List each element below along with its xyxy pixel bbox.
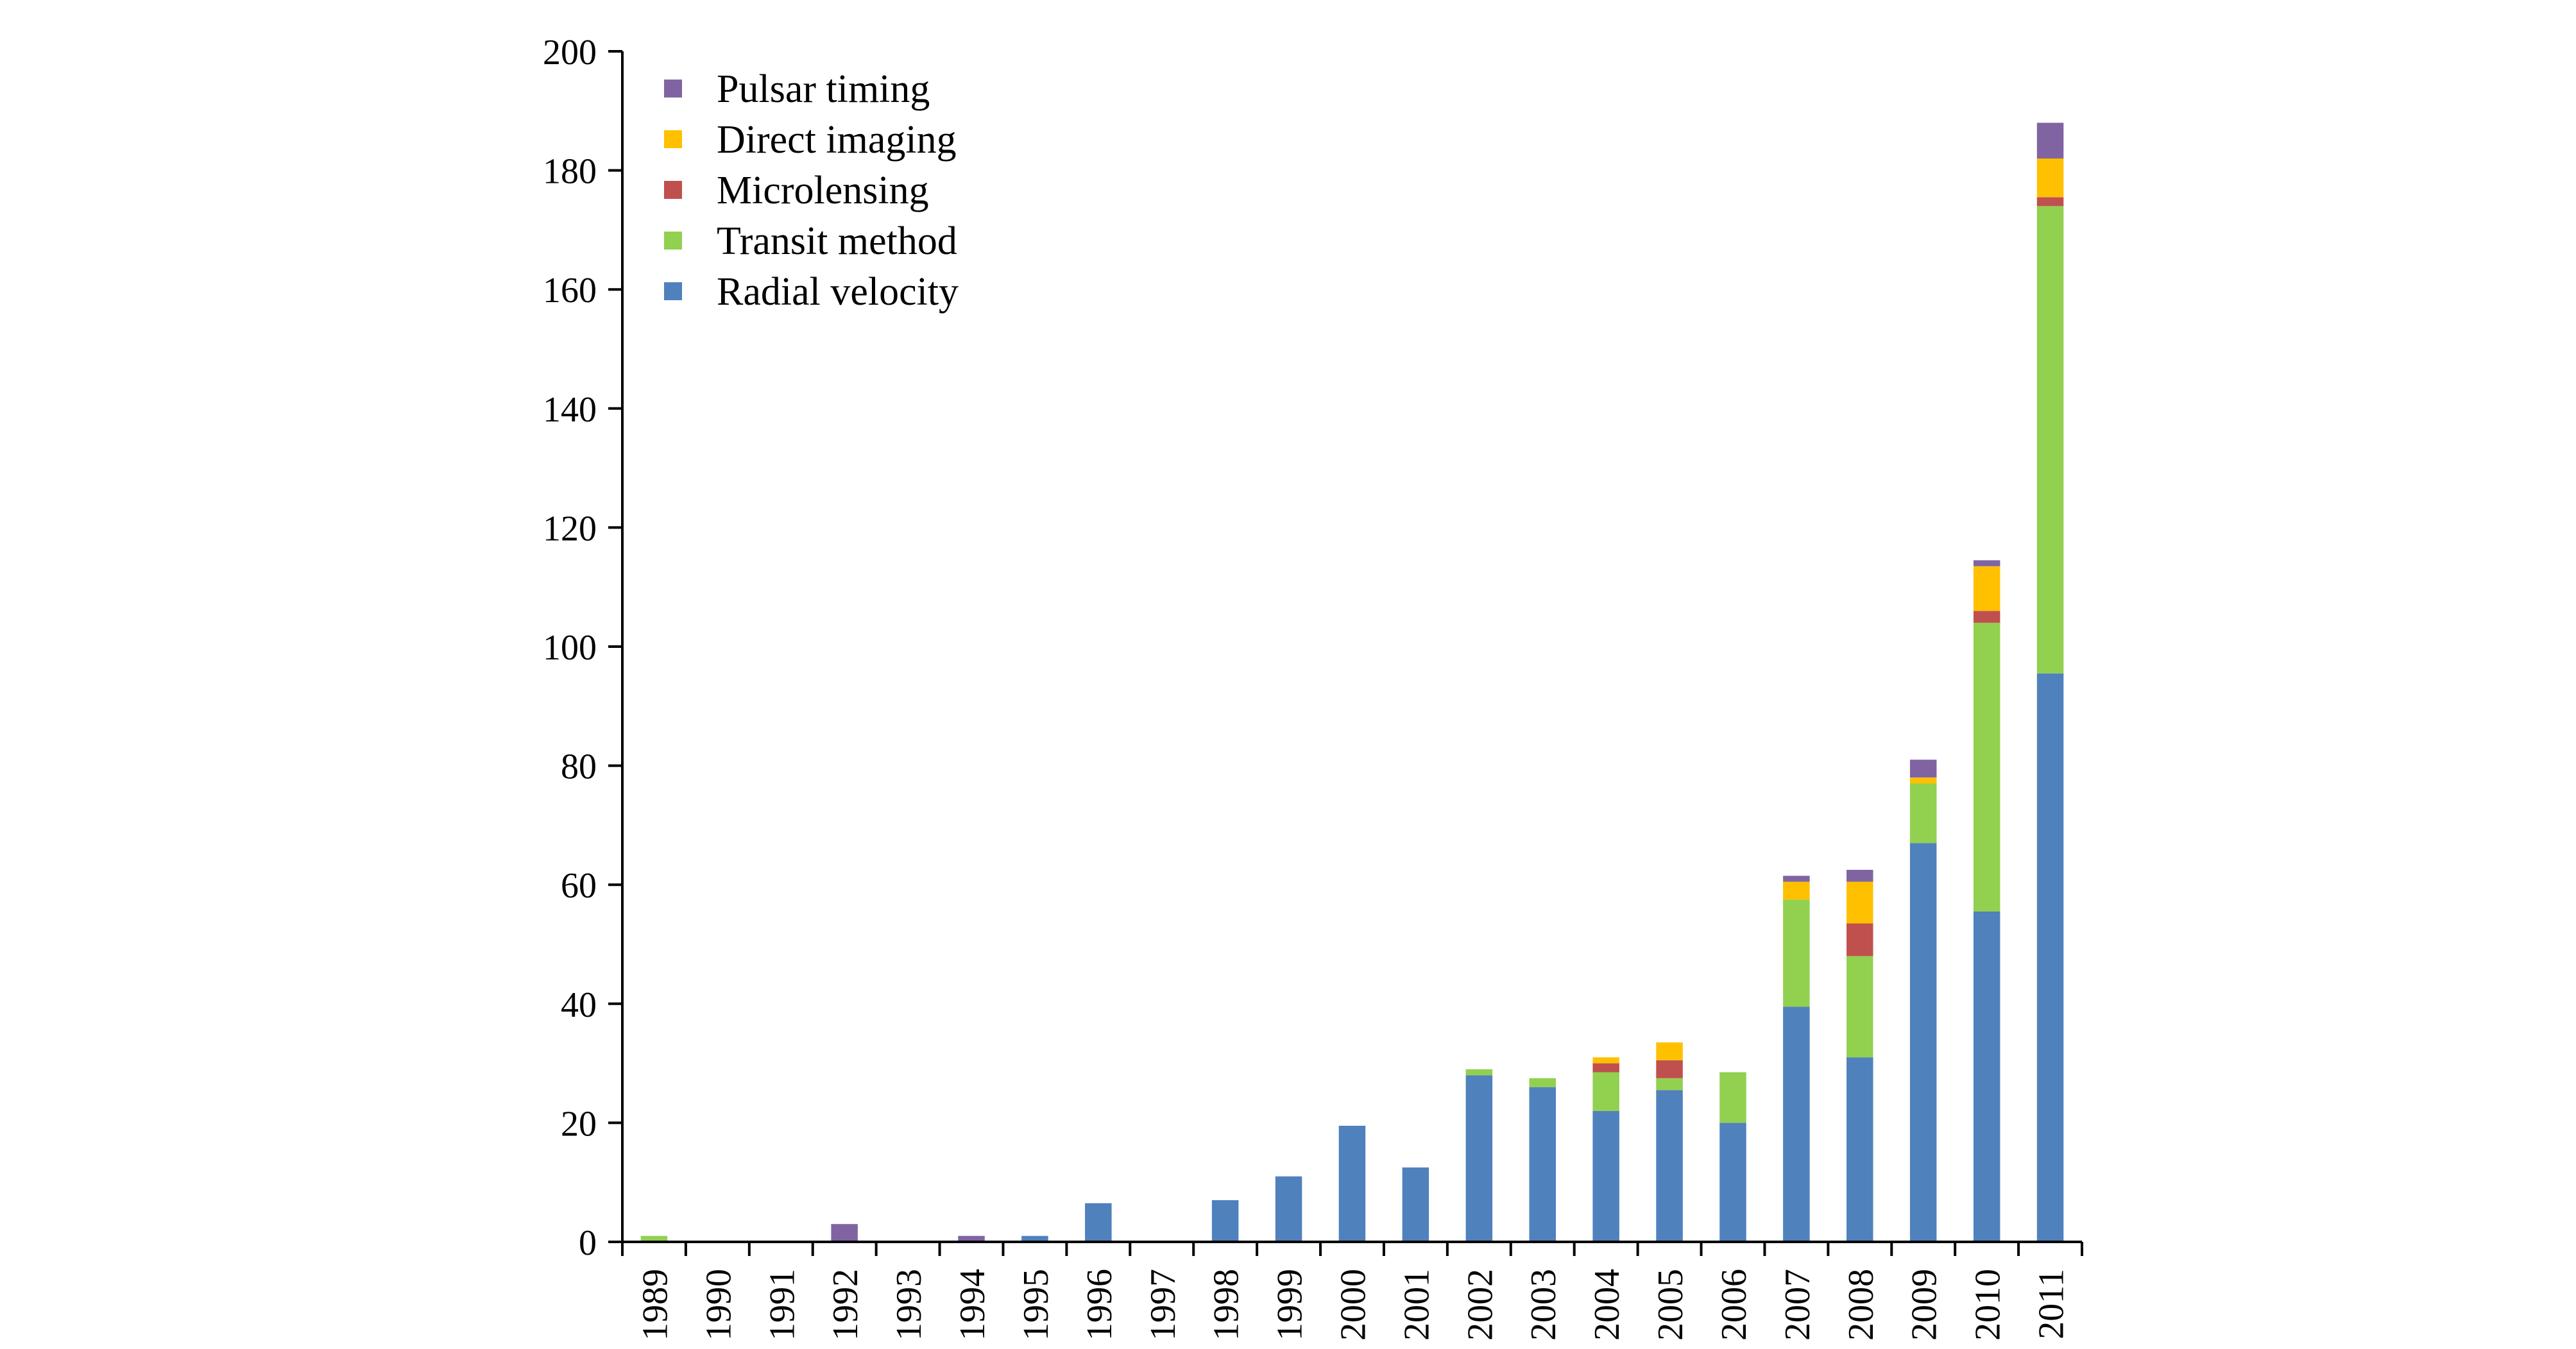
bar-2011-pulsar-timing bbox=[2036, 123, 2064, 159]
bar-2009-transit-method bbox=[1909, 783, 1937, 844]
bar-2009-direct-imaging bbox=[1909, 777, 1937, 784]
x-tick-label-1995: 1995 bbox=[1016, 1269, 1056, 1341]
legend-swatch-microlensing bbox=[664, 181, 682, 199]
y-tick-label: 60 bbox=[561, 866, 597, 906]
bar-2008-pulsar-timing bbox=[1847, 870, 1873, 882]
bar-2011-radial-velocity bbox=[2036, 673, 2064, 1242]
x-tick-label-1991: 1991 bbox=[762, 1269, 802, 1341]
x-tick-label-2002: 2002 bbox=[1460, 1269, 1500, 1341]
bar-2011-direct-imaging bbox=[2036, 158, 2064, 198]
legend-swatch-pulsar-timing bbox=[664, 80, 682, 98]
bar-2010-radial-velocity bbox=[1973, 912, 2000, 1242]
x-tick-label-2003: 2003 bbox=[1524, 1269, 1564, 1341]
x-tick-label-1998: 1998 bbox=[1207, 1269, 1247, 1341]
bar-2009-radial-velocity bbox=[1909, 843, 1937, 1242]
bar-2007-direct-imaging bbox=[1783, 881, 1810, 900]
legend-label-radial-velocity: Radial velocity bbox=[717, 270, 959, 314]
x-tick-label-2000: 2000 bbox=[1334, 1269, 1374, 1341]
legend-label-microlensing: Microlensing bbox=[717, 169, 929, 212]
y-tick-label: 100 bbox=[543, 628, 597, 668]
bar-2000-radial-velocity bbox=[1338, 1126, 1366, 1242]
legend-label-direct-imaging: Direct imaging bbox=[717, 118, 957, 162]
legend-label-pulsar-timing: Pulsar timing bbox=[717, 67, 930, 111]
x-tick-label-1990: 1990 bbox=[699, 1269, 738, 1341]
bar-2003-transit-method bbox=[1529, 1078, 1556, 1087]
bar-2003-radial-velocity bbox=[1529, 1087, 1556, 1242]
bar-1995-radial-velocity bbox=[1021, 1235, 1048, 1242]
bar-2011-transit-method bbox=[2036, 206, 2064, 674]
bar-2010-microlensing bbox=[1973, 611, 2000, 623]
y-tick-label: 140 bbox=[543, 390, 597, 430]
x-tick-label-2006: 2006 bbox=[1714, 1269, 1754, 1341]
bar-2008-transit-method bbox=[1847, 956, 1873, 1058]
x-tick-label-1993: 1993 bbox=[889, 1269, 929, 1341]
bar-2002-transit-method bbox=[1465, 1069, 1493, 1076]
x-tick-label-2009: 2009 bbox=[1905, 1269, 1945, 1341]
legend-swatch-radial-velocity bbox=[664, 282, 682, 300]
bar-2005-direct-imaging bbox=[1656, 1042, 1683, 1060]
bar-2010-pulsar-timing bbox=[1973, 560, 2000, 566]
bar-2002-radial-velocity bbox=[1465, 1075, 1493, 1242]
bar-2007-pulsar-timing bbox=[1783, 876, 1810, 882]
bar-1998-radial-velocity bbox=[1211, 1200, 1239, 1242]
y-tick-label: 180 bbox=[543, 152, 597, 192]
bar-2004-direct-imaging bbox=[1592, 1057, 1619, 1064]
bars-layer bbox=[640, 123, 2064, 1242]
legend-label-transit-method: Transit method bbox=[717, 219, 957, 263]
y-tick-label: 80 bbox=[561, 747, 597, 787]
bar-2009-pulsar-timing bbox=[1909, 759, 1937, 778]
bar-2005-radial-velocity bbox=[1656, 1090, 1683, 1242]
x-tick-label-2004: 2004 bbox=[1587, 1269, 1627, 1341]
x-tick-label-1996: 1996 bbox=[1080, 1269, 1120, 1341]
bar-1996-radial-velocity bbox=[1085, 1203, 1112, 1242]
x-tick-label-1994: 1994 bbox=[953, 1269, 993, 1341]
x-tick-label-1997: 1997 bbox=[1143, 1269, 1183, 1341]
bar-2007-transit-method bbox=[1783, 899, 1810, 1007]
bar-1992-pulsar-timing bbox=[831, 1224, 858, 1242]
x-tick-label-2011: 2011 bbox=[2032, 1269, 2072, 1339]
bar-2006-radial-velocity bbox=[1719, 1123, 1746, 1242]
x-tick-label-2005: 2005 bbox=[1651, 1269, 1691, 1341]
y-tick-label: 20 bbox=[561, 1104, 597, 1144]
x-tick-label-1989: 1989 bbox=[636, 1269, 676, 1341]
bar-2010-transit-method bbox=[1973, 622, 2000, 912]
bar-2011-microlensing bbox=[2036, 197, 2064, 207]
x-tick-label-1999: 1999 bbox=[1270, 1269, 1310, 1341]
bar-1994-pulsar-timing bbox=[958, 1235, 985, 1242]
bar-1999-radial-velocity bbox=[1275, 1176, 1302, 1242]
legend: Pulsar timing Direct imaging Microlensing T… bbox=[664, 67, 959, 314]
x-tick-label-2001: 2001 bbox=[1397, 1269, 1437, 1341]
bar-2008-radial-velocity bbox=[1847, 1057, 1873, 1242]
bar-2006-transit-method bbox=[1719, 1072, 1746, 1123]
bar-2001-radial-velocity bbox=[1402, 1167, 1429, 1242]
bar-1989-transit-method bbox=[640, 1235, 668, 1242]
legend-swatch-direct-imaging bbox=[664, 130, 682, 148]
y-tick-label: 0 bbox=[579, 1223, 597, 1263]
bar-2010-direct-imaging bbox=[1973, 566, 2000, 611]
x-tick-label-2007: 2007 bbox=[1778, 1269, 1818, 1341]
y-tick-label: 160 bbox=[543, 271, 597, 310]
y-tick-label: 120 bbox=[543, 509, 597, 548]
bar-2004-microlensing bbox=[1592, 1063, 1619, 1073]
bar-2005-transit-method bbox=[1656, 1078, 1683, 1090]
y-tick-label: 200 bbox=[543, 33, 597, 72]
x-tick-label-2008: 2008 bbox=[1841, 1269, 1881, 1341]
y-tick-label: 40 bbox=[561, 985, 597, 1025]
bar-2004-radial-velocity bbox=[1592, 1110, 1619, 1242]
bar-2004-transit-method bbox=[1592, 1072, 1619, 1111]
legend-swatch-transit-method bbox=[664, 232, 682, 250]
axes-layer: 0 20 40 60 80 100 120 140 160 180 200 1989 1990 1991 1… bbox=[543, 33, 2083, 1341]
bar-2008-direct-imaging bbox=[1847, 881, 1873, 924]
bar-2008-microlensing bbox=[1847, 923, 1873, 956]
bar-2007-radial-velocity bbox=[1783, 1006, 1810, 1242]
bar-2005-microlensing bbox=[1656, 1060, 1683, 1078]
x-tick-label-1992: 1992 bbox=[826, 1269, 866, 1341]
x-tick-label-2010: 2010 bbox=[1968, 1269, 2008, 1341]
